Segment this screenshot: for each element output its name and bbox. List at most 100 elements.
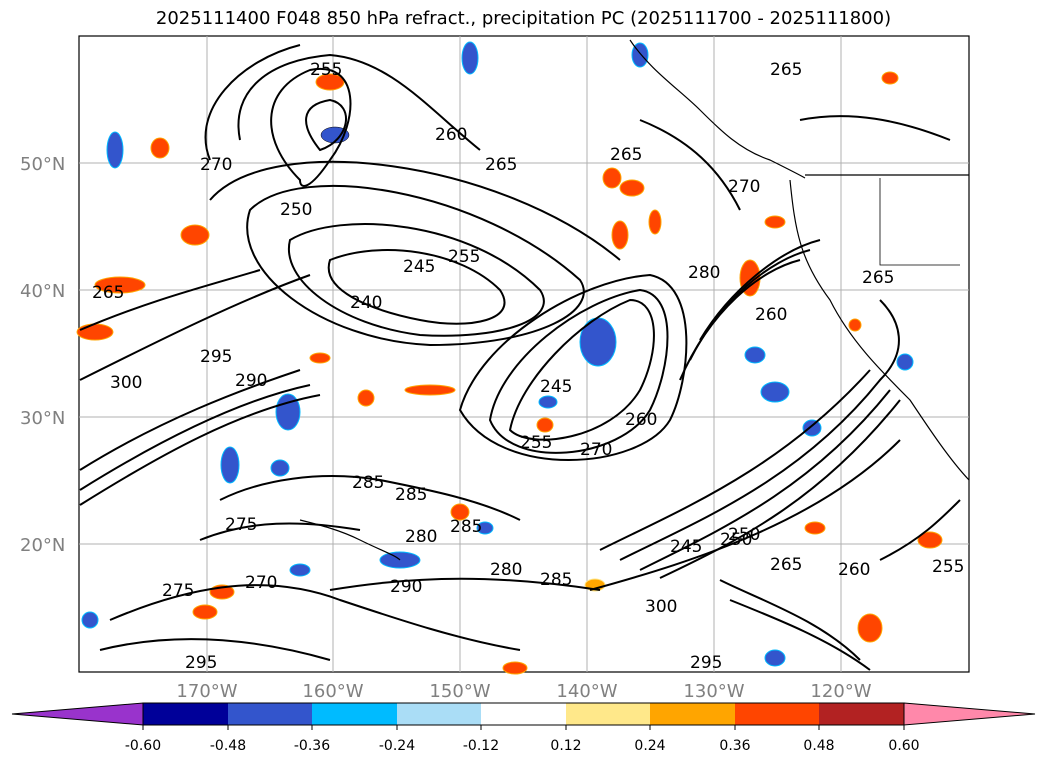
lat-label: 40°N xyxy=(20,281,65,302)
precip-patch xyxy=(94,276,146,294)
contour-label: 265 xyxy=(92,283,124,303)
colorbar-bin xyxy=(143,703,228,725)
contour-line xyxy=(799,115,951,141)
contour-line xyxy=(109,584,521,651)
contour-line xyxy=(488,288,669,454)
contour-line xyxy=(729,599,871,671)
contour-line xyxy=(639,119,741,211)
contour-line xyxy=(599,369,871,551)
precip-patch xyxy=(81,611,99,629)
contour-label: 255 xyxy=(310,60,342,80)
colorbar-tick-label: -0.36 xyxy=(294,738,330,754)
precip-patch xyxy=(404,384,456,396)
colorbar: -0.60 -0.48 -0.36 -0.24 -0.12 0.12 0.24 … xyxy=(11,702,1036,754)
contour-label: 250 xyxy=(728,525,760,545)
contour-label: 295 xyxy=(690,653,722,673)
colorbar-tick-label: 0.48 xyxy=(803,738,834,754)
lon-label: 150°W xyxy=(429,681,490,702)
colorbar-tick-label: -0.24 xyxy=(379,738,415,754)
coastline xyxy=(789,179,970,481)
precip-patch xyxy=(220,446,240,484)
contour-label: 260 xyxy=(435,125,467,145)
colorbar-tick-label: -0.60 xyxy=(125,738,161,754)
map-frame xyxy=(78,35,970,673)
colorbar-bin xyxy=(566,703,650,725)
contour-line xyxy=(79,274,311,381)
precip-patch xyxy=(538,395,558,409)
colorbar-bin xyxy=(228,703,312,725)
precip-patch xyxy=(357,389,375,407)
precip-patch xyxy=(315,73,345,91)
precip-patch xyxy=(536,417,554,433)
colorbar-tick-label: 0.12 xyxy=(550,738,581,754)
contour-line xyxy=(679,259,801,381)
contour-label: 300 xyxy=(645,597,677,617)
colorbar-extend-low xyxy=(11,702,144,726)
precip-patch xyxy=(289,563,311,577)
contour-line xyxy=(246,185,585,347)
contour-line xyxy=(79,369,301,471)
contour-label: 290 xyxy=(390,577,422,597)
precip-patch xyxy=(848,318,862,332)
contour-line xyxy=(287,223,545,337)
contour-line xyxy=(659,399,901,579)
contour-label: 285 xyxy=(395,485,427,505)
precip-patch xyxy=(760,381,790,403)
contour-line xyxy=(589,439,901,591)
colorbar-tick-label: 0.36 xyxy=(719,738,750,754)
contour-label: 290 xyxy=(235,371,267,391)
contour-label: 240 xyxy=(350,293,382,313)
coastline xyxy=(629,39,806,179)
colorbar-tick-label: 0.60 xyxy=(888,738,919,754)
contour-line xyxy=(458,273,688,461)
contour-label: 245 xyxy=(670,537,702,557)
contour-label: 300 xyxy=(110,373,142,393)
precip-patch xyxy=(106,131,124,169)
contour-label: 265 xyxy=(485,155,517,175)
colorbar-bin xyxy=(819,703,904,725)
contour-line xyxy=(79,384,311,491)
precip-shading xyxy=(76,41,943,675)
colorbar-tick-label: -0.12 xyxy=(463,738,499,754)
contour-line xyxy=(329,577,601,591)
contour-line xyxy=(79,269,261,331)
precip-patch xyxy=(275,393,301,431)
lon-label: 140°W xyxy=(556,681,617,702)
colorbar-tick-label: -0.48 xyxy=(210,738,246,754)
lat-label: 20°N xyxy=(20,535,65,556)
colorbar-outline xyxy=(142,702,905,726)
lat-label: 50°N xyxy=(20,154,65,175)
precip-patch xyxy=(857,613,883,643)
longitude-axis: 170°W 160°W 150°W 140°W 130°W 120°W xyxy=(176,681,871,702)
colorbar-bin xyxy=(397,703,481,725)
contour-label: 285 xyxy=(352,473,384,493)
colorbar-ticks xyxy=(142,725,905,730)
contour-line xyxy=(199,522,361,541)
contour-label: 275 xyxy=(225,515,257,535)
contour-label: 255 xyxy=(520,433,552,453)
colorbar-bin xyxy=(312,703,397,725)
contour-line xyxy=(270,67,352,187)
contour-label: 265 xyxy=(770,60,802,80)
contour-label: 285 xyxy=(450,517,482,537)
precip-patch xyxy=(764,649,786,667)
precip-patch xyxy=(619,179,645,197)
contour-label: 295 xyxy=(200,347,232,367)
contour-labels: 255 260 265 265 270 270 250 245 255 240 … xyxy=(92,60,964,673)
contour-label: 275 xyxy=(162,581,194,601)
precip-patch xyxy=(744,346,766,364)
precip-patch xyxy=(76,323,114,341)
contour-line xyxy=(305,98,347,152)
precip-patch xyxy=(917,531,943,549)
contour-line xyxy=(879,499,961,561)
colorbar-extend-high xyxy=(903,702,1036,726)
colorbar-bin xyxy=(735,703,819,725)
contour-label: 260 xyxy=(625,410,657,430)
contour-line xyxy=(619,299,900,561)
contour-label: 250 xyxy=(280,200,312,220)
colorbar-tick-label: 0.24 xyxy=(634,738,665,754)
precip-patch xyxy=(648,209,662,235)
contour-label: 270 xyxy=(245,573,277,593)
colorbar-bin xyxy=(481,703,566,725)
contour-line xyxy=(99,638,331,661)
